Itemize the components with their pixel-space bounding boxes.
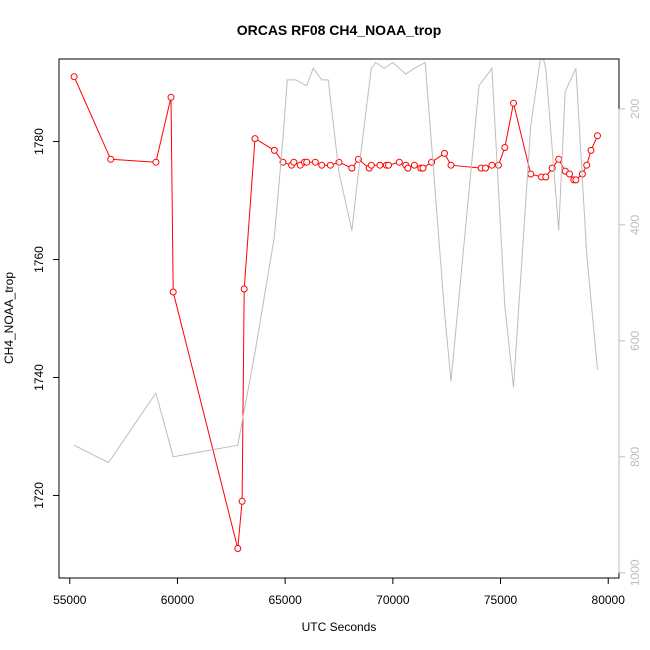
x-tick-label: 55000 [53, 593, 87, 607]
data-point [587, 146, 595, 154]
data-point [555, 155, 563, 163]
x-axis-label: UTC Seconds [302, 620, 377, 634]
data-point [311, 158, 319, 166]
data-point [572, 176, 580, 184]
x-tick-label: 80000 [592, 593, 626, 607]
data-point [376, 161, 384, 169]
data-point [410, 161, 418, 169]
x-tick-label: 65000 [268, 593, 302, 607]
secondary-series-line [73, 59, 598, 464]
data-point [482, 164, 489, 172]
data-point [335, 158, 343, 166]
data-point [167, 93, 175, 101]
data-point [326, 161, 334, 169]
plot-frame [58, 58, 620, 579]
secondary-y-tick-label: 1000 [628, 559, 642, 586]
chart-title: ORCAS RF08 CH4_NOAA_trop [237, 22, 442, 38]
y-tick-label: 1780 [32, 128, 46, 155]
data-point [270, 146, 278, 154]
data-point [583, 161, 591, 169]
data-point [169, 288, 177, 296]
data-point [318, 161, 326, 169]
y-axis-label: CH4_NOAA_trop [2, 272, 16, 364]
y-tick-label: 1760 [32, 246, 46, 273]
data-point [251, 135, 259, 143]
x-tick-label: 60000 [161, 593, 195, 607]
data-point [488, 161, 496, 169]
data-point [566, 170, 573, 178]
x-tick-label: 75000 [484, 593, 518, 607]
data-point [428, 158, 436, 166]
data-point [367, 161, 375, 169]
secondary-y-tick-label: 800 [628, 446, 642, 466]
secondary-y-tick-label: 600 [628, 330, 642, 350]
data-point [385, 161, 392, 169]
data-point [70, 73, 78, 81]
secondary-y-tick-label: 200 [628, 99, 642, 119]
data-point [542, 173, 550, 181]
chart-content: 55000 60000 65000 70000 75000 80000 1720 1740 17… [32, 58, 642, 607]
x-tick-label: 70000 [376, 593, 410, 607]
data-point [594, 132, 601, 140]
data-point [107, 155, 115, 163]
data-point [527, 170, 535, 178]
data-point [419, 164, 427, 172]
data-point [404, 164, 412, 172]
y-tick-label: 1740 [32, 364, 46, 391]
y-tick-label: 1720 [32, 482, 46, 509]
data-point [240, 285, 248, 293]
data-point [303, 158, 311, 166]
data-point [395, 158, 403, 166]
secondary-y-tick-label: 400 [628, 215, 642, 235]
data-point [290, 158, 298, 166]
data-point [234, 545, 242, 552]
data-point [494, 161, 502, 169]
data-point [447, 161, 455, 169]
data-point [501, 144, 509, 151]
data-point [441, 149, 448, 157]
data-point [238, 497, 246, 505]
data-point [348, 164, 356, 172]
data-point [152, 158, 160, 166]
data-point [510, 99, 517, 107]
